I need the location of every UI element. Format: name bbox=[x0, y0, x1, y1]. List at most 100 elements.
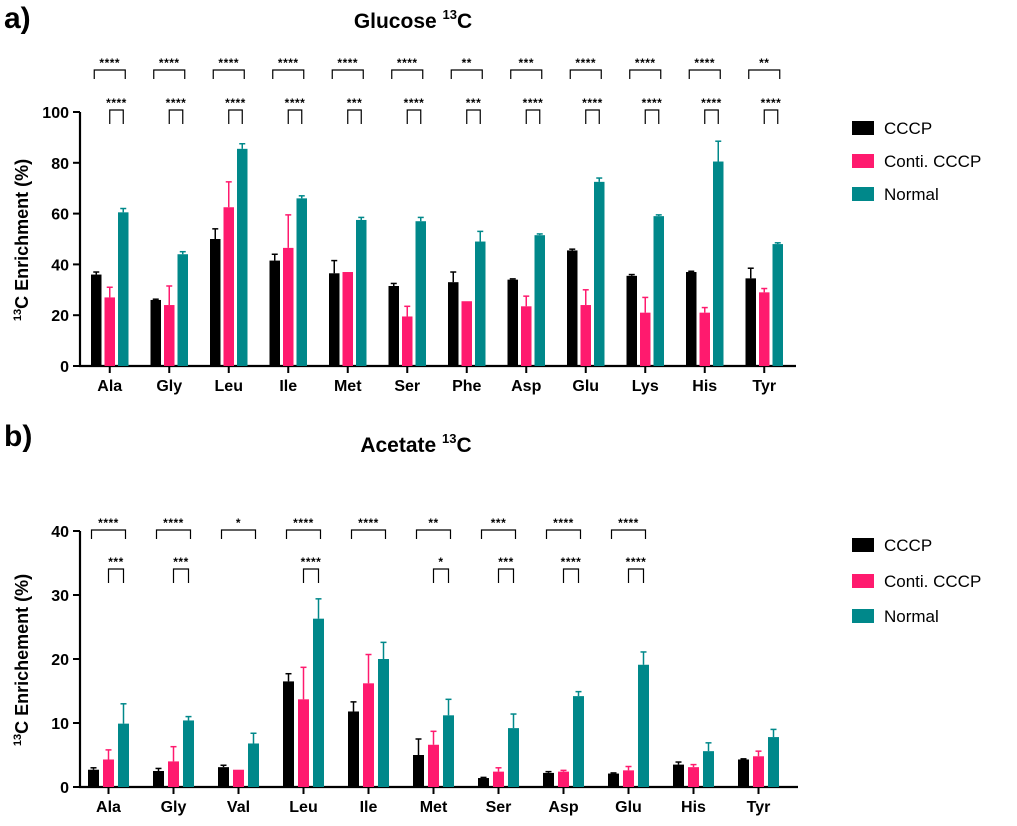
legend-b-label-normal: Normal bbox=[884, 607, 939, 626]
sig-label-inner-a-ile: **** bbox=[285, 96, 306, 110]
sig-bracket-outer-a-gly bbox=[153, 69, 186, 79]
bar-a-cccp-lys bbox=[626, 275, 637, 366]
bar-a-cccp-ala bbox=[91, 274, 102, 366]
sig-bracket-inner-a-tyr bbox=[763, 109, 779, 124]
bar-a-conti-cccp-asp bbox=[521, 306, 532, 366]
panel-b-legend: CCCP Conti. CCCP Normal bbox=[852, 536, 981, 626]
sig-bracket-inner-a-lys bbox=[644, 109, 660, 124]
x-tick-label-a-leu: Leu bbox=[215, 378, 243, 395]
x-tick-label-b-ser: Ser bbox=[486, 799, 512, 816]
bar-a-cccp-his bbox=[686, 272, 697, 366]
bar-a-cccp-asp bbox=[507, 279, 518, 366]
bar-a-normal-phe bbox=[475, 241, 486, 366]
sig-bracket-outer-a-leu bbox=[212, 69, 245, 79]
sig-label-inner-a-phe: *** bbox=[466, 96, 482, 110]
sig-label-inner-a-glu: **** bbox=[582, 96, 603, 110]
y-tick-label-b-4: 40 bbox=[51, 524, 69, 541]
sig-label-inner-b-gly: *** bbox=[173, 555, 189, 569]
legend-a-label-normal: Normal bbox=[884, 185, 939, 204]
bar-b-cccp-leu bbox=[283, 681, 294, 787]
x-tick-label-b-tyr: Tyr bbox=[747, 799, 771, 816]
legend-b-label-cccp: CCCP bbox=[884, 536, 932, 555]
sig-label-outer-a-his: **** bbox=[694, 56, 715, 70]
sig-bracket-outer-a-glu bbox=[569, 69, 602, 79]
y-tick-label-b-1: 10 bbox=[51, 716, 69, 733]
x-tick-label-a-gly: Gly bbox=[156, 378, 182, 395]
bar-b-conti-cccp-ser bbox=[493, 771, 504, 787]
sig-label-outer-a-gly: **** bbox=[159, 56, 180, 70]
bar-a-cccp-ser bbox=[388, 285, 399, 366]
sig-bracket-outer-b-met bbox=[415, 529, 452, 539]
sig-label-outer-a-glu: **** bbox=[575, 56, 596, 70]
panel-a: a) Glucose 13C 13C Enrichment (%) 0 20 40 6… bbox=[4, 2, 981, 395]
bar-a-cccp-met bbox=[329, 273, 340, 366]
legend-a-swatch-normal bbox=[852, 187, 874, 201]
bar-a-normal-met bbox=[356, 219, 367, 366]
sig-label-inner-a-lys: **** bbox=[642, 96, 663, 110]
sig-label-inner-a-leu: **** bbox=[225, 96, 246, 110]
sig-bracket-outer-b-ser bbox=[480, 529, 517, 539]
bar-a-conti-cccp-ala bbox=[104, 297, 115, 366]
bar-b-normal-val bbox=[248, 743, 259, 787]
sig-bracket-outer-a-phe bbox=[450, 69, 483, 79]
y-tick-label-a-2: 40 bbox=[51, 257, 69, 274]
bar-b-normal-asp bbox=[573, 696, 584, 787]
panel-b: b) Acetate 13C 13C Enrichement (%) 0 10 20… bbox=[4, 420, 981, 816]
sig-bracket-inner-a-asp bbox=[525, 109, 541, 124]
bar-a-cccp-phe bbox=[448, 282, 459, 366]
bar-a-normal-leu bbox=[237, 148, 248, 366]
bar-a-cccp-gly bbox=[150, 299, 161, 366]
bar-a-normal-ser bbox=[415, 221, 426, 366]
panel-b-title: Acetate 13C bbox=[360, 431, 471, 457]
bar-a-conti-cccp-lys bbox=[640, 312, 651, 366]
sig-label-outer-b-gly: **** bbox=[163, 516, 184, 530]
sig-label-inner-b-asp: **** bbox=[561, 555, 582, 569]
sig-bracket-inner-a-met bbox=[347, 109, 362, 124]
sig-bracket-inner-b-met bbox=[432, 568, 450, 583]
sig-label-outer-b-ser: *** bbox=[491, 516, 507, 530]
sig-label-outer-a-ser: **** bbox=[397, 56, 418, 70]
x-tick-label-b-met: Met bbox=[420, 799, 448, 816]
sig-label-outer-b-ile: **** bbox=[358, 516, 379, 530]
bar-a-conti-cccp-ser bbox=[402, 316, 413, 366]
bar-a-conti-cccp-phe bbox=[461, 301, 472, 366]
sig-bracket-inner-b-asp bbox=[562, 568, 580, 583]
sig-bracket-inner-b-glu bbox=[627, 568, 645, 583]
sig-bracket-outer-a-tyr bbox=[748, 69, 781, 79]
sig-label-outer-a-tyr: ** bbox=[759, 56, 769, 70]
sig-bracket-outer-b-asp bbox=[545, 529, 582, 539]
legend-b-swatch-conti-cccp bbox=[852, 574, 874, 588]
sig-label-inner-b-met: * bbox=[438, 555, 443, 569]
sig-bracket-outer-b-glu bbox=[610, 529, 647, 539]
x-tick-label-a-glu: Glu bbox=[572, 378, 599, 395]
y-tick-label-a-4: 80 bbox=[51, 156, 69, 173]
x-tick-label-b-ile: Ile bbox=[360, 799, 378, 816]
bar-a-cccp-tyr bbox=[745, 278, 756, 366]
panel-a-legend: CCCP Conti. CCCP Normal bbox=[852, 119, 981, 204]
sig-label-inner-a-asp: **** bbox=[523, 96, 544, 110]
bar-a-normal-asp bbox=[534, 235, 545, 366]
sig-label-inner-a-ser: **** bbox=[404, 96, 425, 110]
y-tick-label-b-0: 0 bbox=[60, 780, 69, 797]
x-tick-label-a-phe: Phe bbox=[452, 378, 481, 395]
sig-bracket-outer-a-lys bbox=[629, 69, 662, 79]
panel-a-title: Glucose 13C bbox=[354, 7, 472, 33]
panel-a-plot: 020406080100Ala********Gly********Leu***… bbox=[42, 56, 796, 395]
bar-b-normal-ile bbox=[378, 659, 389, 787]
x-tick-label-a-asp: Asp bbox=[511, 378, 541, 395]
x-tick-label-b-gly: Gly bbox=[161, 799, 187, 816]
bar-a-conti-cccp-ile bbox=[283, 247, 294, 366]
x-tick-label-b-val: Val bbox=[227, 799, 250, 816]
legend-a-swatch-cccp bbox=[852, 121, 874, 135]
sig-label-inner-b-ala: *** bbox=[108, 555, 124, 569]
legend-a-label-conti-cccp: Conti. CCCP bbox=[884, 152, 981, 171]
sig-bracket-inner-b-ala bbox=[107, 568, 125, 583]
sig-bracket-inner-a-phe bbox=[466, 109, 481, 124]
x-tick-label-b-leu: Leu bbox=[289, 799, 317, 816]
bar-b-conti-cccp-ile bbox=[363, 683, 374, 787]
bar-b-conti-cccp-met bbox=[428, 744, 439, 787]
sig-bracket-outer-a-ala bbox=[93, 69, 126, 79]
bar-a-conti-cccp-leu bbox=[223, 207, 234, 366]
sig-bracket-outer-b-gly bbox=[155, 529, 192, 539]
